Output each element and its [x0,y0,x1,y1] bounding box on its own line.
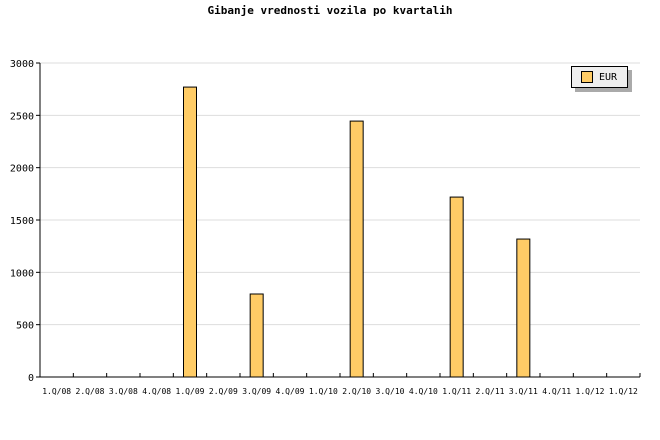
bar [249,293,264,378]
legend-label: EUR [599,71,618,83]
bar [183,86,197,378]
x-tick-label: 1.Q/11 [442,387,471,396]
bar [349,120,364,378]
bar [449,196,464,378]
x-tick-label: 1.Q/10 [309,387,338,396]
y-tick-label: 0 [28,373,34,384]
x-tick-label: 4.Q/09 [276,387,305,396]
y-tick-label: 2500 [10,111,34,122]
x-tick-label: 2.Q/10 [342,387,371,396]
legend-swatch [581,71,593,83]
x-tick-label: 4.Q/08 [142,387,171,396]
x-tick-label: 3.Q/10 [376,387,405,396]
legend: EUR [571,66,628,88]
x-tick-label: 2.Q/09 [209,387,238,396]
x-tick-label: 3.Q/08 [109,387,138,396]
x-tick-label: 1.Q/12 [609,387,638,396]
y-tick-label: 500 [16,321,34,332]
y-tick-label: 1500 [10,216,34,227]
x-tick-label: 3.Q/11 [509,387,538,396]
y-tick-label: 3000 [10,59,34,70]
x-tick-label: 4.Q/11 [542,387,571,396]
x-tick-label: 3.Q/09 [242,387,271,396]
y-tick-label: 2000 [10,164,34,175]
x-tick-label: 4.Q/10 [409,387,438,396]
x-tick-label: 1.Q/12 [576,387,605,396]
y-tick-label: 1000 [10,268,34,279]
x-tick-label: 2.Q/11 [476,387,505,396]
chart-title: Gibanje vrednosti vozila po kvartalih [207,4,453,17]
bar [516,238,531,378]
x-tick-label: 1.Q/08 [42,387,71,396]
x-tick-label: 1.Q/09 [176,387,205,396]
x-tick-label: 2.Q/08 [76,387,105,396]
